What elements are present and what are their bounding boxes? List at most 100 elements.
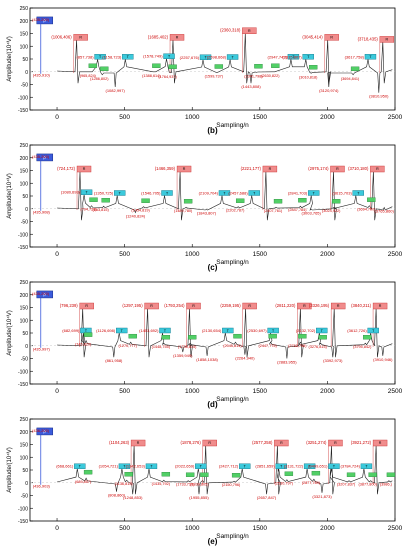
y-tick-label: 50 — [22, 468, 28, 474]
q-peak-label: (853,815) — [93, 208, 110, 212]
panel-d: 0 500 1000 1500 2000 2500 -150 -100 -50 0 50 100 150… — [6, 280, 403, 409]
q-peak-badge — [168, 64, 177, 69]
t-peak-badge — [199, 54, 212, 60]
t-peak-label: (2427,712) — [219, 464, 239, 469]
t-peak-label: (2130,654) — [202, 328, 222, 333]
t-peak-badge — [364, 54, 377, 60]
r-peak-badge — [144, 302, 159, 310]
q-peak-badge — [152, 63, 161, 68]
q-peak-label: (1286,802) — [90, 77, 109, 81]
q-peak-label: (1454,819) — [131, 209, 150, 213]
t-peak-badge-text: T — [253, 191, 256, 195]
t-peak-label: (2598,668) — [207, 55, 227, 60]
y-tick-label: 50 — [22, 57, 28, 63]
x-tick-label: 1500 — [253, 251, 268, 258]
x-tick-label: 2500 — [388, 388, 403, 395]
q-peak-badge — [273, 199, 283, 204]
x-tick-label: 1500 — [253, 525, 268, 532]
t-peak-badge-text: T — [119, 191, 122, 195]
t-peak-label: (1546,705) — [141, 190, 161, 195]
signal-line — [56, 32, 393, 93]
s-trough-label: (3910,946) — [373, 357, 393, 362]
t-peak-badge-text: T — [357, 191, 360, 195]
t-peak-badge-text: T — [99, 55, 102, 59]
q-peak-label: (1839,805) — [190, 483, 209, 487]
r-peak-badge — [324, 34, 339, 41]
q-peak-label: (794,729) — [80, 208, 97, 212]
q-peak-badge — [368, 472, 377, 477]
y-tick-label: 100 — [20, 455, 29, 461]
x-axis-label: Sampling/n — [216, 396, 249, 403]
t-peak-badge-text: T — [223, 191, 226, 195]
q-peak-label: (1388,614) — [142, 74, 161, 78]
q-peak-badge — [298, 197, 307, 203]
s-trough-label: (1443,808) — [241, 84, 261, 89]
y-tick-label: 150 — [20, 443, 29, 449]
r-peak-label: (1466,359) — [155, 166, 176, 171]
q-peak-badge — [88, 63, 98, 68]
legend-coord: (436,200) — [32, 428, 50, 433]
t-peak-badge — [275, 463, 287, 469]
t-peak-label: (3132,702) — [296, 328, 316, 333]
y-tick-label: 200 — [20, 19, 29, 25]
x-tick-label: 0 — [55, 525, 59, 532]
t-peak-badge-text: T — [166, 191, 169, 195]
q-peak-label: (1489,780) — [174, 209, 193, 213]
x-tick-label: 500 — [119, 114, 130, 121]
q-peak-label: (1764,937) — [158, 75, 177, 79]
q-peak-label: (745,820) — [75, 343, 92, 347]
y-tick-label: -50 — [21, 494, 28, 500]
x-tick-label: 1000 — [185, 388, 200, 395]
q-peak-badge — [235, 198, 245, 203]
legend-coord: (435,200) — [32, 154, 50, 159]
x-tick-label: 1000 — [185, 525, 200, 532]
y-tick-label: -50 — [21, 83, 28, 89]
q-peak-label: (1599,737) — [205, 75, 224, 79]
t-peak-label: (3617,758) — [345, 54, 365, 59]
r-peak-label: (3045,414) — [302, 34, 323, 39]
y-tick-label: -150 — [18, 108, 28, 114]
r-peak-badge-text: R — [79, 36, 82, 40]
t-peak-badge — [122, 54, 134, 60]
t-peak-label: (3784,724) — [341, 464, 361, 469]
t-peak-badge — [116, 327, 128, 334]
s-trough-label: (2657,847) — [257, 495, 277, 500]
panel-c: 0 500 1000 1500 2000 2500 -150 -100 -50 0 50 100 150… — [6, 143, 403, 272]
q-peak-badge — [141, 198, 150, 203]
y-axis-label: Amplitude/(10⁴V) — [6, 36, 13, 82]
q-peak-badge — [268, 333, 277, 339]
t-peak-label: (2841,703) — [288, 190, 308, 195]
x-tick-label: 0 — [55, 388, 59, 395]
y-tick-label: 150 — [20, 169, 29, 175]
t-peak-badge — [161, 190, 173, 196]
x-tick-label: 500 — [119, 388, 130, 395]
signal-line — [56, 307, 393, 359]
r-peak-label: (1878,276) — [180, 440, 201, 445]
legend-text: P — [43, 292, 46, 297]
q-peak-label: (3877,800) — [358, 483, 377, 487]
s-trough-label: (1082,997) — [105, 88, 125, 93]
y-tick-label: -100 — [18, 369, 28, 375]
q-peak-label: (689,857) — [75, 480, 92, 484]
t-peak-badge-text: T — [200, 465, 203, 469]
y-tick-label: 0 — [25, 481, 28, 487]
panel-caption: (e) — [208, 537, 218, 546]
t-peak-badge — [328, 463, 340, 469]
r-peak-badge-text: R — [137, 441, 140, 445]
r-peak-label: (2577,258) — [252, 440, 273, 445]
r-peak-badge-text: R — [183, 167, 186, 171]
t-peak-badge-text: T — [280, 465, 283, 469]
x-tick-label: 1500 — [253, 114, 268, 121]
s-trough-label: (3003,765) — [302, 210, 322, 215]
r-peak-badge — [186, 302, 201, 310]
q-peak-badge — [101, 197, 110, 203]
r-peak-badge — [202, 439, 217, 447]
q-peak-label: (2341,798) — [244, 74, 263, 78]
r-peak-badge — [76, 165, 92, 173]
t-peak-badge — [145, 463, 158, 469]
legend-coord: (435,200) — [32, 291, 50, 296]
r-peak-badge — [328, 439, 343, 447]
r-peak-badge-text: R — [386, 38, 389, 42]
y-axis-label: Amplitude/(10⁴V) — [6, 310, 13, 356]
q-peak-label: (3207,837) — [337, 483, 356, 487]
